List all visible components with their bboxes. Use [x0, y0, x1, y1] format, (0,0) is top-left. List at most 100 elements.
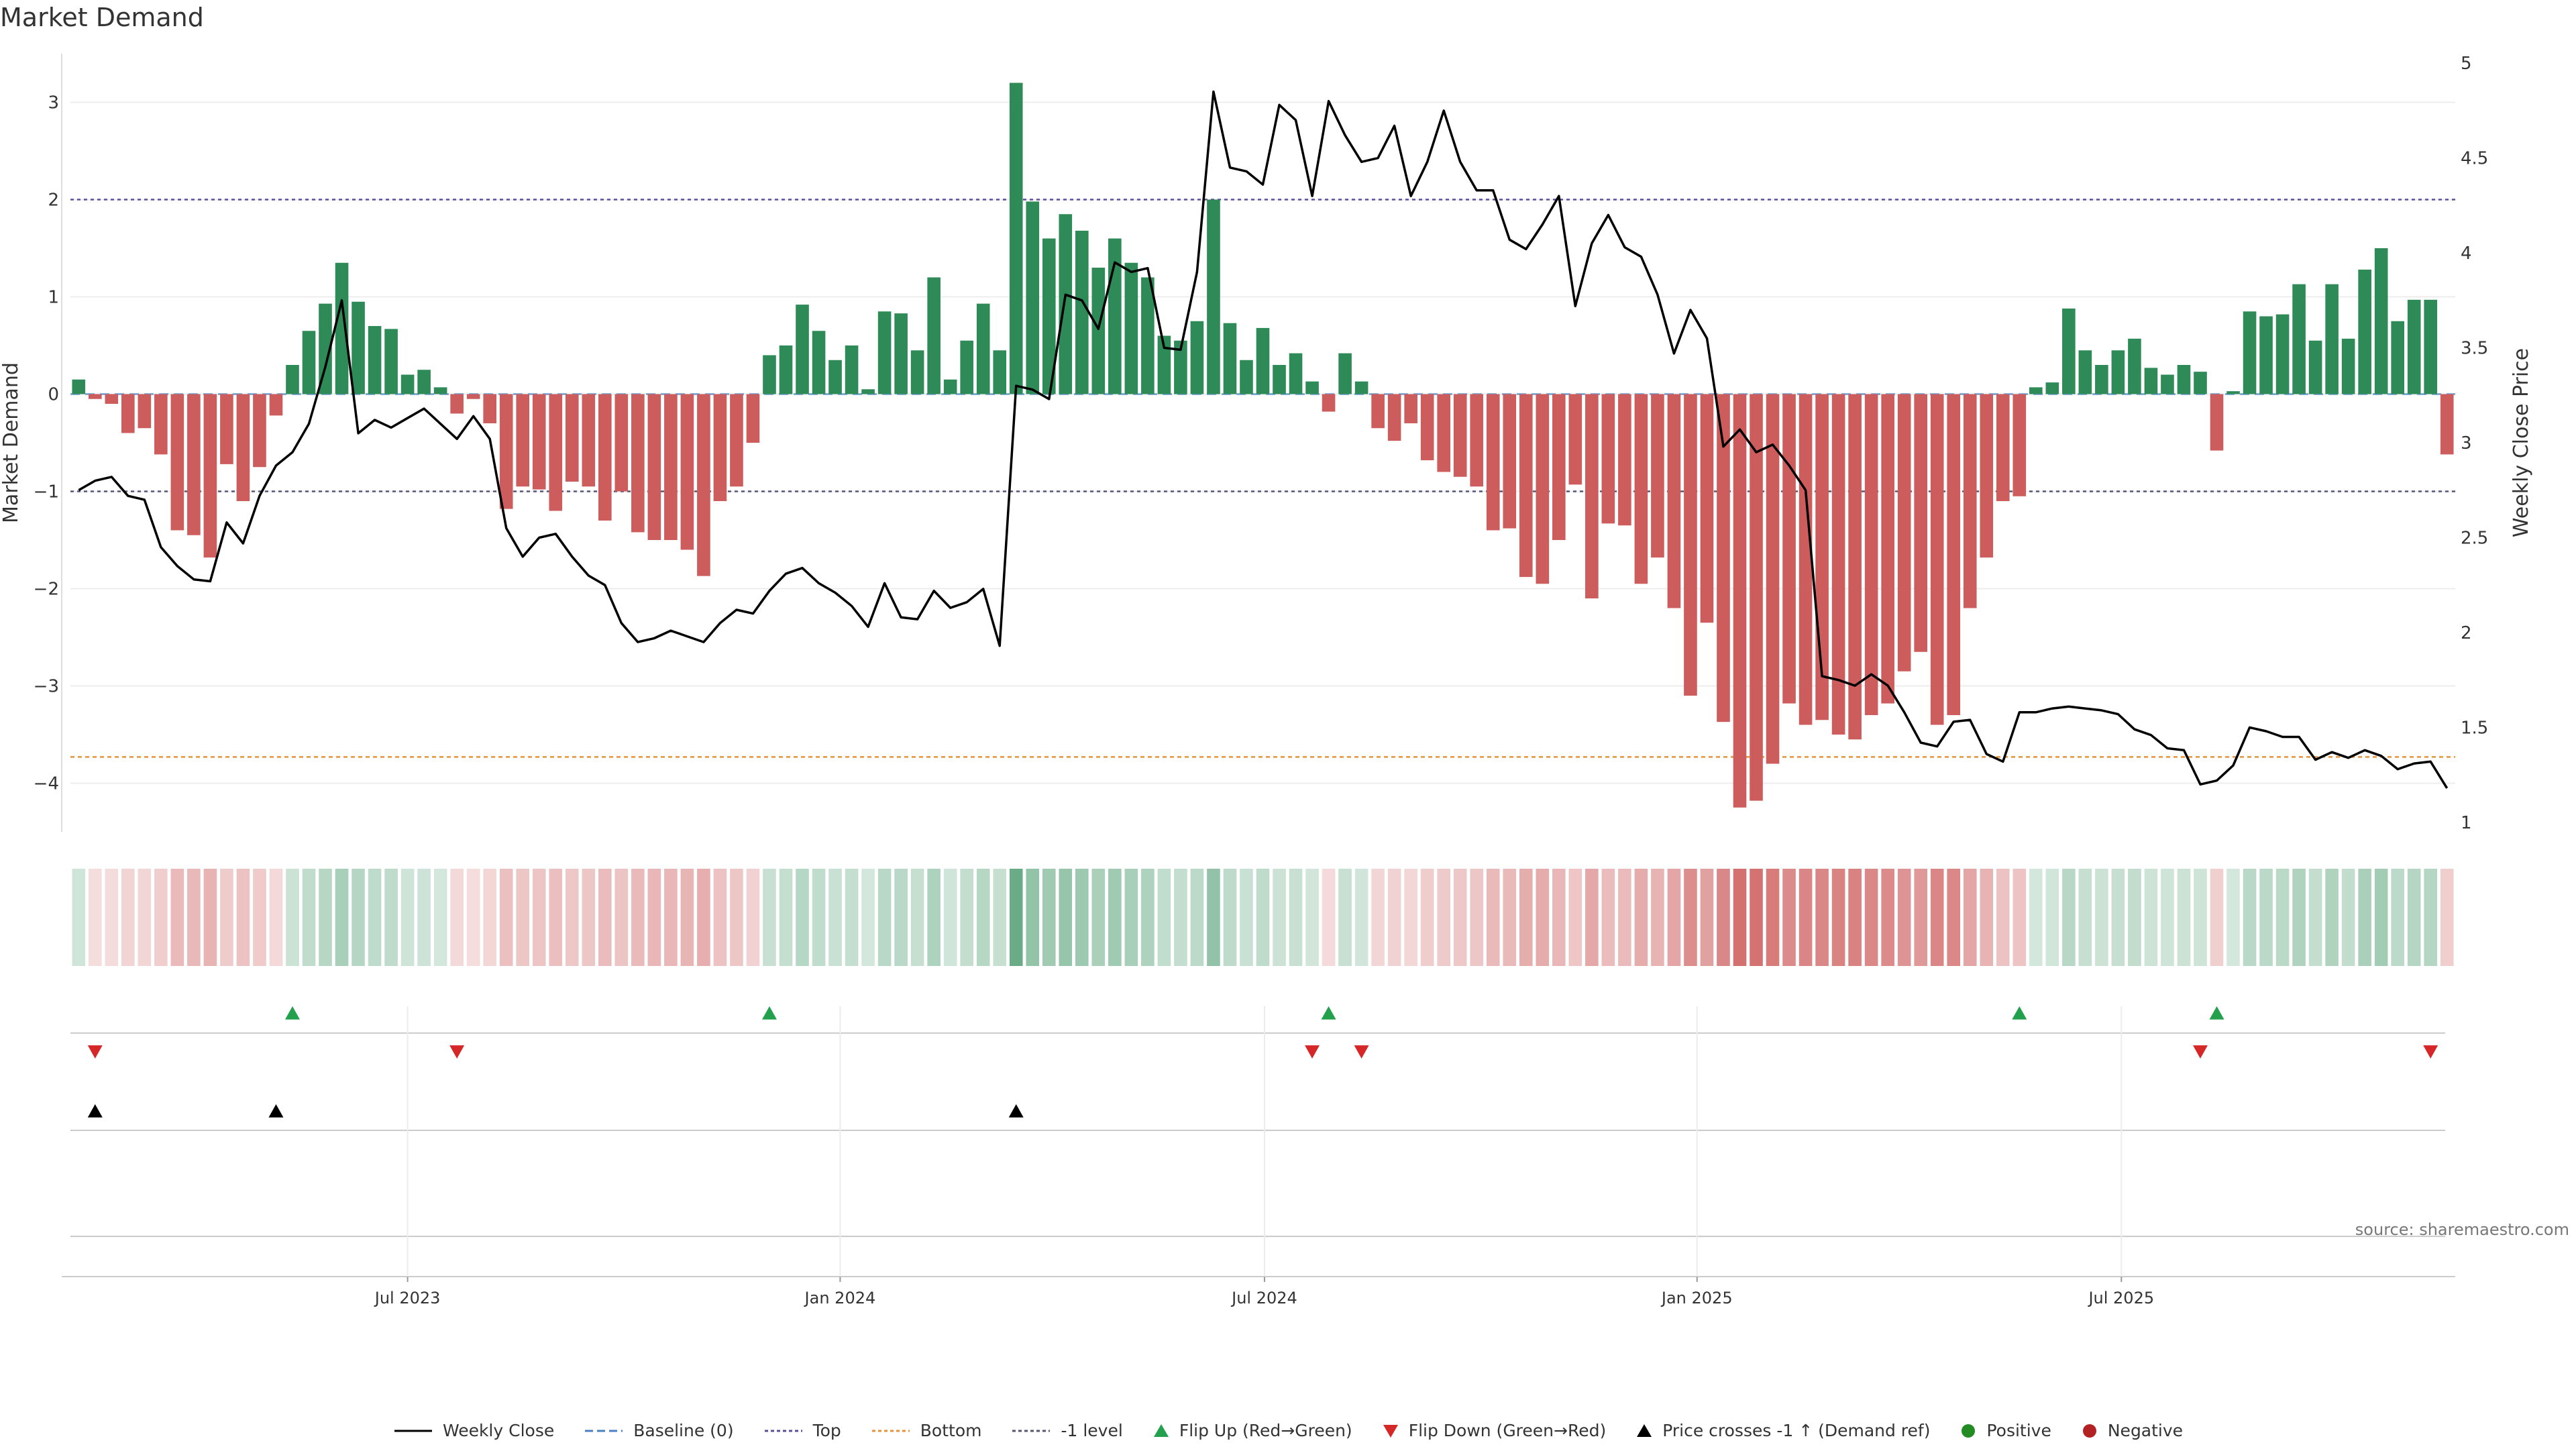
demand-bar [680, 394, 694, 550]
heat-cell [516, 869, 530, 966]
heat-cell [1848, 869, 1862, 966]
heat-cell [187, 869, 201, 966]
heat-cell [1733, 869, 1747, 966]
demand-bar [1519, 394, 1533, 578]
heat-cell [2062, 869, 2076, 966]
demand-bar [1354, 381, 1368, 394]
heat-cell [647, 869, 661, 966]
demand-bar [812, 331, 826, 394]
heat-cell [1930, 869, 1944, 966]
flip-up-marker [2209, 1006, 2224, 1020]
demand-bar [2078, 350, 2092, 394]
heat-cell [433, 869, 447, 966]
heat-cell [1634, 869, 1648, 966]
heat-cell [1947, 869, 1961, 966]
heat-cell [105, 869, 119, 966]
heat-cell [730, 869, 743, 966]
demand-bar [352, 301, 365, 394]
demand-bar [187, 394, 201, 535]
demand-bar [2111, 350, 2125, 394]
heat-cell [1404, 869, 1417, 966]
demand-bar [1141, 277, 1155, 394]
heat-cell [1881, 869, 1894, 966]
solid-line-icon [394, 1430, 432, 1432]
heat-cell [1897, 869, 1911, 966]
heat-cell [1059, 869, 1073, 966]
heat-cell [812, 869, 826, 966]
demand-bar [1322, 394, 1336, 412]
heat-cell [1371, 869, 1385, 966]
demand-bar [1190, 321, 1204, 394]
demand-bar [1864, 394, 1878, 715]
y2-tick-label: 2.5 [2461, 528, 2488, 548]
demand-bar [1223, 323, 1237, 394]
demand-bar [286, 365, 299, 394]
demand-bar [2440, 394, 2454, 455]
heat-cell [680, 869, 694, 966]
y-tick-label: 2 [48, 191, 59, 211]
demand-bar [1240, 360, 1253, 394]
heat-cell [1354, 869, 1368, 966]
legend-label: Top [812, 1421, 841, 1440]
demand-bar [1914, 394, 1927, 652]
y-tick-label: 3 [48, 93, 59, 113]
heat-cell [88, 869, 102, 966]
x-tick-label: Jan 2025 [1660, 1289, 1733, 1307]
demand-bar [532, 394, 546, 490]
demand-bar [2424, 299, 2438, 394]
y2-tick-label: 1.5 [2461, 718, 2488, 738]
heat-cell [1174, 869, 1187, 966]
demand-bar [713, 394, 727, 501]
heat-cell [664, 869, 678, 966]
heat-cell [1503, 869, 1517, 966]
heat-cell [532, 869, 546, 966]
heat-cell [2194, 869, 2207, 966]
heat-cell [2095, 869, 2108, 966]
legend-label: Price crosses -1 ↑ (Demand ref) [1662, 1421, 1931, 1440]
heat-cell [877, 869, 892, 966]
triangle-up-icon [1637, 1424, 1652, 1437]
heat-cell [319, 869, 332, 966]
axes: 3 2 1 0 −1 −2 −3 −4 5 4.5 4 3.5 3 2.5 2 1.5 1 Market Dema… [0, 54, 2533, 1307]
heat-cell [170, 869, 184, 966]
heat-cell [286, 869, 299, 966]
demand-bar [368, 326, 382, 394]
demand-bar [450, 394, 464, 414]
demand-bar [1075, 230, 1089, 394]
heat-cell [1223, 869, 1237, 966]
heat-cell [138, 869, 152, 966]
demand-bar [1338, 353, 1352, 394]
demand-bar [1420, 394, 1434, 461]
demand-bar [1585, 394, 1599, 598]
heat-cell [1289, 869, 1303, 966]
y-tick-label: 0 [48, 385, 59, 405]
demand-bar [1091, 268, 1106, 394]
heat-cell [1766, 869, 1780, 966]
heat-cell [1568, 869, 1582, 966]
demand-bar [927, 277, 941, 394]
heat-cell [1996, 869, 2010, 966]
demand-bar [1930, 394, 1944, 725]
demand-bar [1568, 394, 1582, 485]
legend-label: Weekly Close [442, 1421, 555, 1440]
demand-bar [1848, 394, 1862, 740]
demand-bar [582, 394, 596, 487]
demand-bar [516, 394, 530, 487]
legend-item: Flip Up (Red→Green) [1152, 1421, 1352, 1440]
heat-cell [2128, 869, 2141, 966]
demand-bar [417, 370, 431, 394]
heat-cell [861, 869, 875, 966]
demand-bar [2341, 338, 2355, 394]
demand-bar [269, 394, 283, 416]
demand-bar [2292, 284, 2306, 394]
heat-cell [72, 869, 86, 966]
demand-bar [845, 345, 859, 394]
heat-cell [828, 869, 842, 966]
heat-cell [1108, 869, 1122, 966]
demand-bar [1026, 201, 1040, 394]
demand-bar [2062, 308, 2076, 394]
price-cross-marker [268, 1104, 284, 1118]
heat-cell [1601, 869, 1615, 966]
heat-cell [253, 869, 266, 966]
demand-bar [1174, 340, 1187, 394]
